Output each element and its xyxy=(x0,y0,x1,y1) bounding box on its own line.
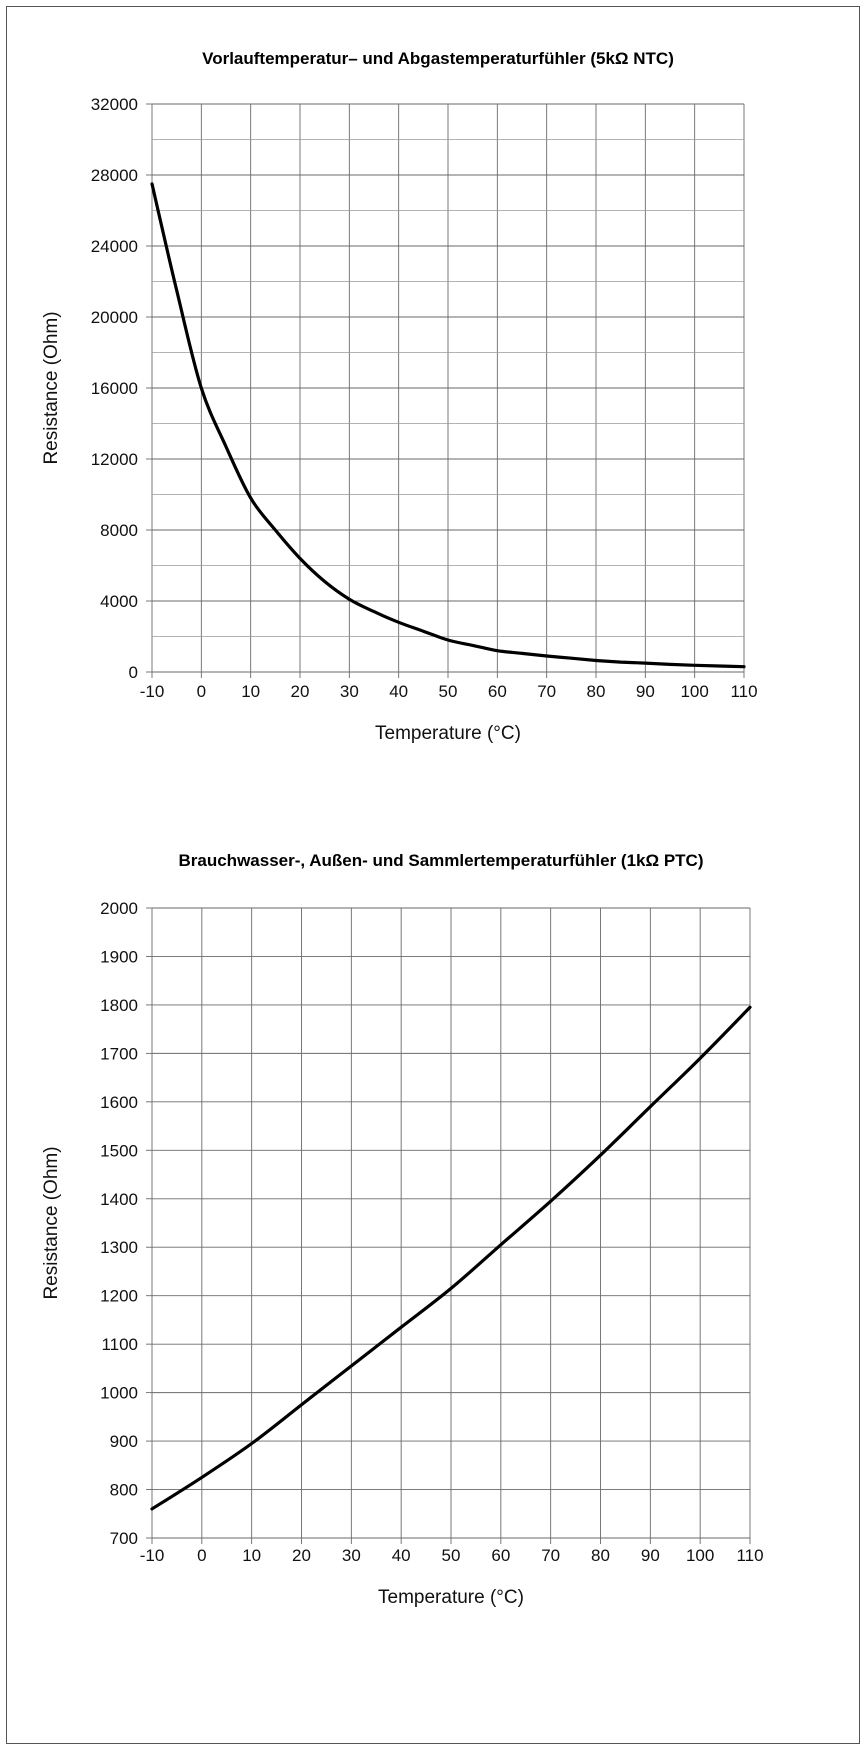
ntc-y-tick-label: 20000 xyxy=(91,308,138,327)
ptc-x-tick-label: -10 xyxy=(140,1546,165,1565)
ntc-y-tick-label: 28000 xyxy=(91,166,138,185)
ntc-x-tick-label: 110 xyxy=(730,682,757,701)
ntc-x-tick-label: 80 xyxy=(587,682,606,701)
ptc-y-tick-label: 1400 xyxy=(100,1190,138,1209)
ptc-x-tick-label: 90 xyxy=(641,1546,660,1565)
figure-frame xyxy=(6,6,860,1744)
ptc-y-tick-label: 900 xyxy=(110,1432,138,1451)
ntc-chart: Vorlauftemperatur– und Abgastemperaturfü… xyxy=(41,49,758,744)
ntc-y-tick-label: 4000 xyxy=(100,592,138,611)
ntc-y-tick-label: 32000 xyxy=(91,95,138,114)
ptc-x-tick-label: 110 xyxy=(736,1546,763,1565)
ntc-y-tick-label: 12000 xyxy=(91,450,138,469)
ptc-y-axis-label: Resistance (Ohm) xyxy=(41,1146,62,1299)
ptc-y-tick-label: 700 xyxy=(110,1529,138,1548)
ntc-x-tick-label: 20 xyxy=(291,682,310,701)
ptc-x-tick-label: 100 xyxy=(686,1546,714,1565)
ptc-x-tick-label: 80 xyxy=(591,1546,610,1565)
ntc-y-tick-label: 24000 xyxy=(91,237,138,256)
ptc-y-tick-label: 1200 xyxy=(100,1287,138,1306)
ntc-y-tick-label: 16000 xyxy=(91,379,138,398)
ptc-y-tick-label: 1700 xyxy=(100,1044,138,1063)
ptc-x-tick-label: 30 xyxy=(342,1546,361,1565)
ptc-y-tick-label: 1500 xyxy=(100,1141,138,1160)
ntc-x-tick-label: 60 xyxy=(488,682,507,701)
ntc-x-tick-label: 100 xyxy=(680,682,708,701)
ptc-chart-title: Brauchwasser-, Außen- und Sammlertempera… xyxy=(179,851,704,870)
ntc-x-tick-label: 50 xyxy=(439,682,458,701)
ptc-x-tick-label: 70 xyxy=(541,1546,560,1565)
ptc-chart: Brauchwasser-, Außen- und Sammlertempera… xyxy=(41,851,764,1608)
ntc-x-tick-label: 30 xyxy=(340,682,359,701)
ptc-y-tick-label: 1100 xyxy=(101,1335,138,1354)
ntc-y-tick-label: 8000 xyxy=(100,521,138,540)
ptc-y-tick-label: 1800 xyxy=(100,996,138,1015)
ntc-x-tick-label: 40 xyxy=(389,682,408,701)
ptc-x-axis-label: Temperature (°C) xyxy=(378,1587,524,1608)
ntc-chart-title: Vorlauftemperatur– und Abgastemperaturfü… xyxy=(202,49,674,68)
ntc-x-tick-label: 10 xyxy=(241,682,260,701)
ntc-y-axis-label: Resistance (Ohm) xyxy=(41,311,62,464)
ptc-x-tick-label: 40 xyxy=(392,1546,411,1565)
ptc-y-tick-label: 1900 xyxy=(100,947,138,966)
ntc-y-tick-label: 0 xyxy=(129,663,138,682)
ntc-x-tick-label: 70 xyxy=(537,682,556,701)
ntc-x-tick-label: 90 xyxy=(636,682,655,701)
ptc-x-tick-label: 50 xyxy=(442,1546,461,1565)
ptc-y-tick-label: 1600 xyxy=(100,1093,138,1112)
ntc-x-axis-label: Temperature (°C) xyxy=(375,723,521,744)
ntc-x-tick-label: -10 xyxy=(140,682,165,701)
ptc-x-tick-label: 10 xyxy=(242,1546,261,1565)
ptc-x-tick-label: 0 xyxy=(197,1546,206,1565)
ptc-y-tick-label: 1000 xyxy=(100,1384,138,1403)
ptc-x-tick-label: 20 xyxy=(292,1546,311,1565)
ptc-y-tick-label: 1300 xyxy=(100,1238,138,1257)
ptc-y-tick-label: 2000 xyxy=(100,899,138,918)
ptc-x-tick-label: 60 xyxy=(491,1546,510,1565)
ntc-x-tick-label: 0 xyxy=(197,682,206,701)
ptc-y-tick-label: 800 xyxy=(110,1481,138,1500)
